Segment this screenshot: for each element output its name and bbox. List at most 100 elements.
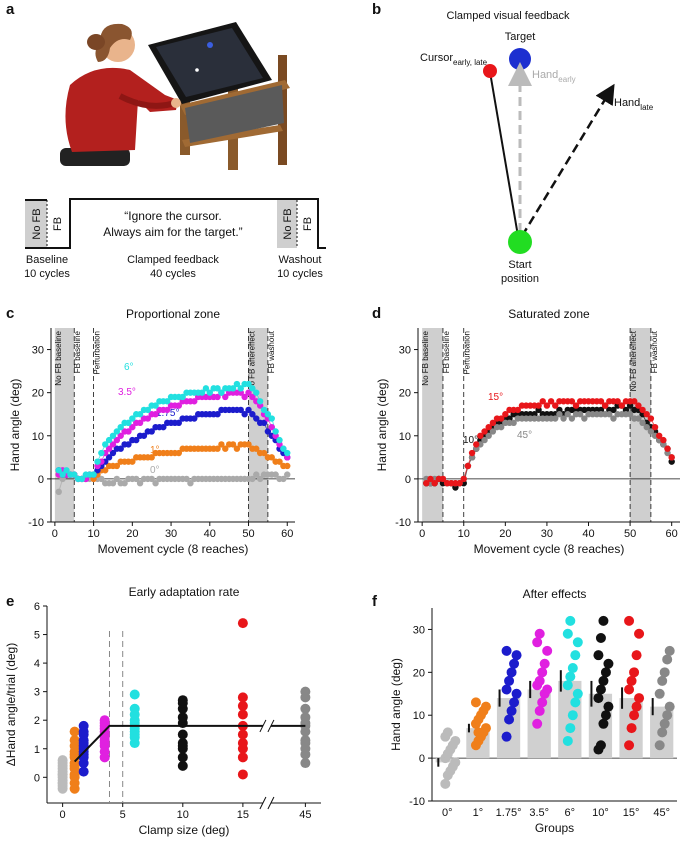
data-point — [59, 471, 66, 478]
data-point — [148, 454, 155, 461]
data-point — [664, 445, 671, 452]
data-point — [600, 710, 611, 721]
data-point — [57, 760, 68, 771]
data-point — [631, 650, 642, 661]
data-point — [268, 415, 275, 422]
data-point — [55, 488, 62, 496]
data-point — [136, 480, 144, 487]
data-point — [537, 697, 548, 708]
data-point — [511, 688, 522, 699]
data-point — [456, 480, 463, 487]
data-point — [233, 445, 241, 452]
data-point — [567, 663, 578, 674]
data-point — [245, 380, 252, 388]
panel-letter: e — [6, 593, 14, 610]
data-point — [144, 415, 152, 422]
data-point — [603, 701, 614, 712]
data-point — [624, 684, 635, 695]
data-point — [99, 723, 110, 734]
y-tick-label: -10 — [28, 517, 44, 529]
data-point — [94, 458, 101, 465]
data-point — [460, 475, 467, 483]
y-tick-label: 0 — [34, 772, 40, 784]
data-point — [565, 615, 576, 626]
data-point — [626, 411, 634, 418]
data-point — [423, 480, 430, 487]
series-label: 1.75° — [156, 408, 179, 419]
series-label: 1° — [150, 445, 160, 456]
data-point — [606, 411, 613, 418]
data-point — [129, 423, 136, 431]
data-point — [214, 445, 221, 452]
data-point — [125, 441, 132, 448]
data-point — [69, 735, 80, 746]
x-axis-label: Movement cycle (8 reaches) — [474, 542, 625, 556]
data-point — [664, 701, 675, 712]
data-point — [237, 729, 248, 740]
data-point — [222, 445, 229, 452]
data-point — [651, 423, 659, 431]
data-point — [654, 688, 665, 699]
data-point — [593, 650, 604, 661]
data-point — [506, 705, 517, 716]
data-point — [539, 398, 546, 405]
phase-name: Washout — [278, 254, 321, 266]
data-point — [659, 718, 670, 729]
data-point — [480, 723, 491, 734]
data-point — [105, 436, 113, 444]
data-point — [253, 389, 260, 396]
data-point — [214, 393, 221, 401]
data-point — [125, 428, 132, 435]
data-point — [229, 441, 237, 448]
chart-title: Proportional zone — [126, 307, 220, 321]
series-label: 6° — [124, 362, 134, 373]
data-point — [284, 471, 291, 478]
data-point — [543, 402, 551, 409]
data-point — [509, 658, 520, 669]
phase-label: FB — [52, 217, 64, 231]
x-tick-label: 15° — [623, 807, 640, 819]
data-point — [570, 697, 581, 708]
y-axis-label: Hand angle (deg) — [389, 658, 403, 751]
data-point — [187, 480, 194, 487]
line-break — [267, 719, 275, 733]
data-point — [237, 692, 248, 703]
illustration — [60, 22, 290, 170]
data-point — [214, 385, 221, 392]
data-point — [427, 475, 434, 483]
data-point — [629, 667, 640, 678]
x-tick-label: 45° — [653, 807, 670, 819]
panel-letter: f — [372, 593, 378, 610]
y-axis-label: ΔHand angle/trial (deg) — [4, 643, 18, 766]
series-label: 0° — [150, 465, 160, 476]
series-label: 3.5° — [118, 387, 136, 398]
data-point — [129, 415, 136, 422]
y-axis-label: Hand angle (deg) — [8, 379, 22, 472]
data-point — [177, 695, 188, 706]
data-point — [610, 415, 617, 422]
data-point — [175, 402, 183, 409]
data-point — [136, 411, 144, 418]
series-label: 15° — [488, 392, 503, 403]
data-point — [152, 402, 159, 409]
data-point — [245, 406, 252, 414]
data-point — [562, 735, 573, 746]
data-point — [439, 475, 447, 483]
data-point — [160, 423, 167, 431]
y-tick-label: 4 — [34, 658, 40, 670]
data-point — [450, 757, 461, 768]
data-point — [117, 432, 124, 439]
data-point — [562, 628, 573, 639]
data-point — [560, 415, 567, 422]
data-point — [485, 423, 492, 431]
data-point — [639, 419, 646, 427]
data-point — [537, 667, 548, 678]
y-tick-label: 6 — [34, 601, 40, 613]
data-point — [639, 406, 646, 414]
data-point — [534, 628, 545, 639]
data-point — [539, 658, 550, 669]
data-point — [177, 760, 188, 771]
data-point — [177, 740, 188, 751]
data-point — [601, 402, 609, 409]
